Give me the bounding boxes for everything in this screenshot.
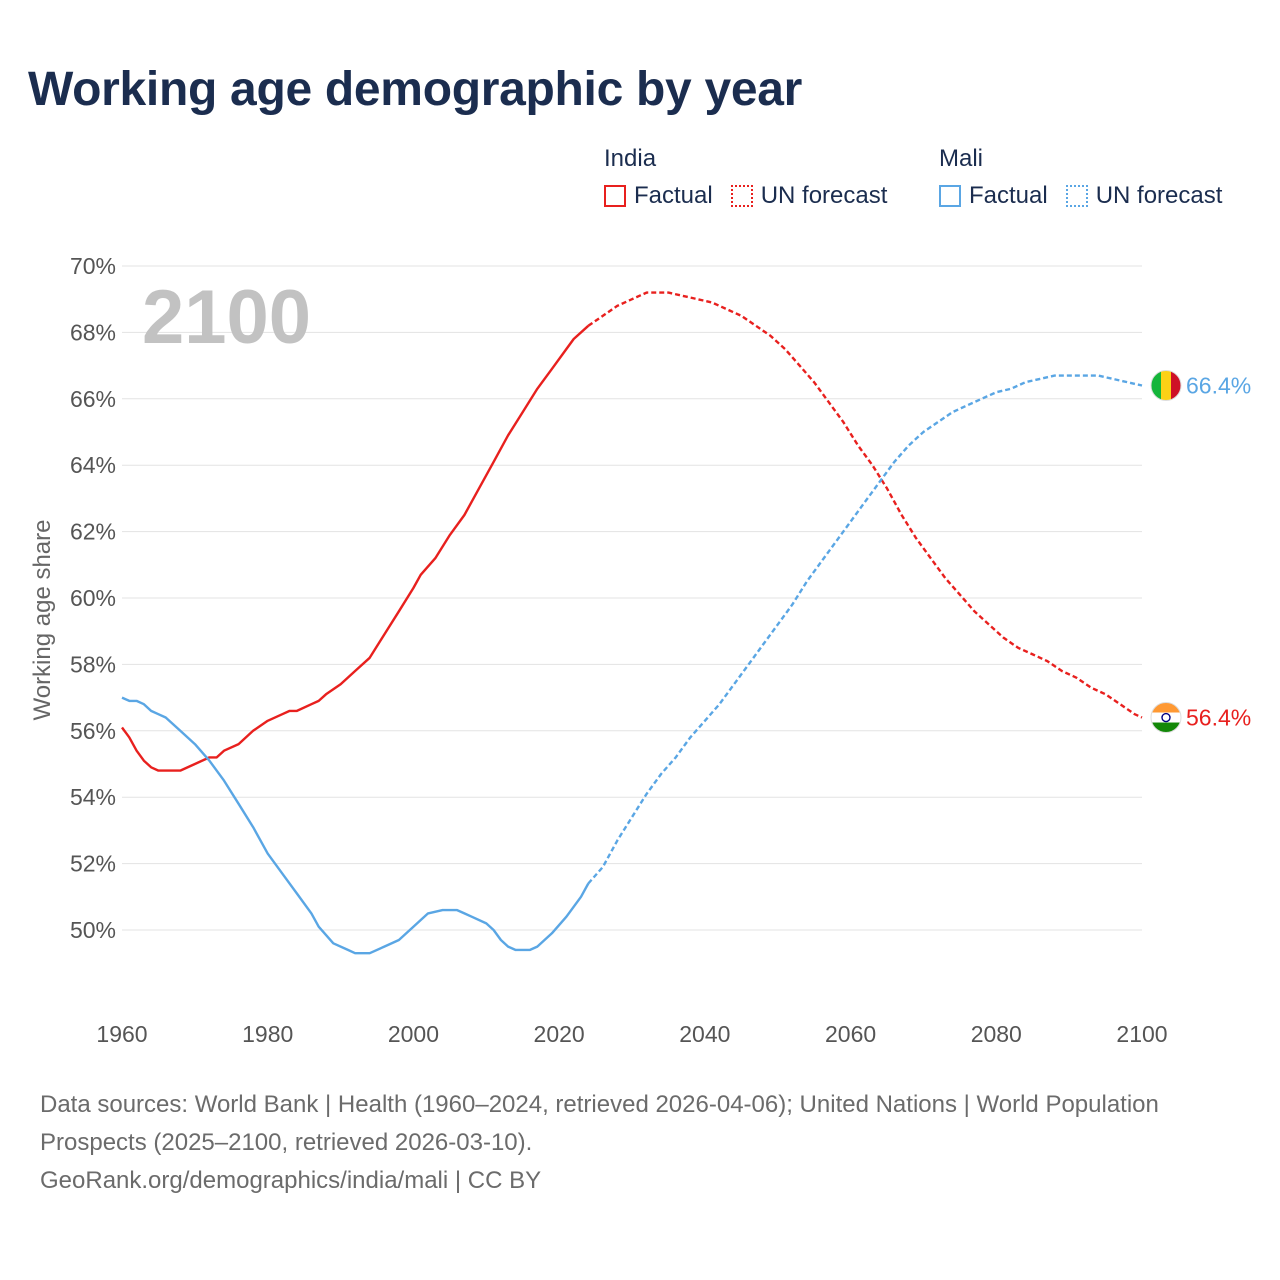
- legend-mali-factual[interactable]: Factual: [939, 182, 1048, 210]
- mali-end-value: 66.4%: [1186, 373, 1251, 399]
- line-chart: 50%52%54%56%58%60%62%64%66%68%70% 1960 19…: [29, 253, 1251, 1047]
- x-tick-label: 2040: [679, 1021, 730, 1047]
- series-lines: [121, 291, 1143, 955]
- legend-india: India Factual UN forecast: [604, 142, 905, 210]
- y-tick-label: 68%: [70, 319, 116, 345]
- x-tick-label: 1960: [96, 1021, 147, 1047]
- india-factual-line: [121, 324, 590, 772]
- legend-mali: Mali Factual UN forecast: [939, 142, 1240, 210]
- x-axis-ticks: 1960 1980 2000 2020 2040 2060 2080 2100: [96, 1021, 1167, 1047]
- y-axis-title: Working age share: [29, 520, 56, 721]
- y-tick-label: 58%: [70, 651, 116, 677]
- legend-india-factual[interactable]: Factual: [604, 182, 713, 210]
- source-line-2: GeoRank.org/demographics/india/mali | CC…: [40, 1167, 542, 1194]
- mali-forecast-line: [587, 374, 1143, 885]
- legend-mali-title: Mali: [939, 145, 984, 172]
- y-tick-label: 52%: [70, 851, 116, 877]
- y-tick-label: 50%: [70, 917, 116, 943]
- y-tick-label: 64%: [70, 452, 116, 478]
- x-tick-label: 2080: [971, 1021, 1022, 1047]
- india-factual-swatch: [604, 185, 626, 207]
- y-tick-label: 56%: [70, 718, 116, 744]
- x-tick-label: 1980: [242, 1021, 293, 1047]
- x-tick-label: 2020: [534, 1021, 585, 1047]
- source-line-1: Data sources: World Bank | Health (1960–…: [40, 1091, 1159, 1156]
- india-flag-icon: [1150, 702, 1182, 734]
- data-source-note: Data sources: World Bank | Health (1960–…: [40, 1086, 1200, 1200]
- y-axis-ticks: 50% 52% 54% 56% 58% 60% 62% 64% 66% 68% 70%: [70, 253, 116, 943]
- india-end-value: 56.4%: [1186, 705, 1251, 731]
- chart-title: Working age demographic by year: [28, 63, 803, 116]
- legend-mali-factual-label: Factual: [969, 182, 1048, 209]
- y-tick-label: 70%: [70, 253, 116, 279]
- mali-factual-line: [121, 696, 590, 955]
- y-tick-label: 66%: [70, 386, 116, 412]
- x-tick-label: 2060: [825, 1021, 876, 1047]
- end-flags: 56.4% 66.4%: [1150, 370, 1251, 734]
- mali-forecast-swatch: [1065, 185, 1088, 207]
- legend-india-title: India: [604, 145, 657, 172]
- mali-factual-swatch: [939, 185, 961, 207]
- legend-india-forecast-label: UN forecast: [760, 182, 888, 209]
- x-tick-label: 2000: [388, 1021, 439, 1047]
- legend-india-forecast[interactable]: UN forecast: [730, 182, 888, 210]
- legend-india-factual-label: Factual: [634, 182, 713, 209]
- gridlines: [122, 265, 1142, 931]
- y-tick-label: 62%: [70, 519, 116, 545]
- india-forecast-line: [587, 291, 1143, 719]
- mali-flag-icon: [1150, 370, 1182, 402]
- legend-mali-forecast-label: UN forecast: [1095, 182, 1223, 209]
- year-watermark: 2100: [142, 275, 311, 360]
- y-tick-label: 54%: [70, 784, 116, 810]
- india-forecast-swatch: [730, 185, 753, 207]
- x-tick-label: 2100: [1116, 1021, 1167, 1047]
- legend-mali-forecast[interactable]: UN forecast: [1065, 182, 1223, 210]
- y-tick-label: 60%: [70, 585, 116, 611]
